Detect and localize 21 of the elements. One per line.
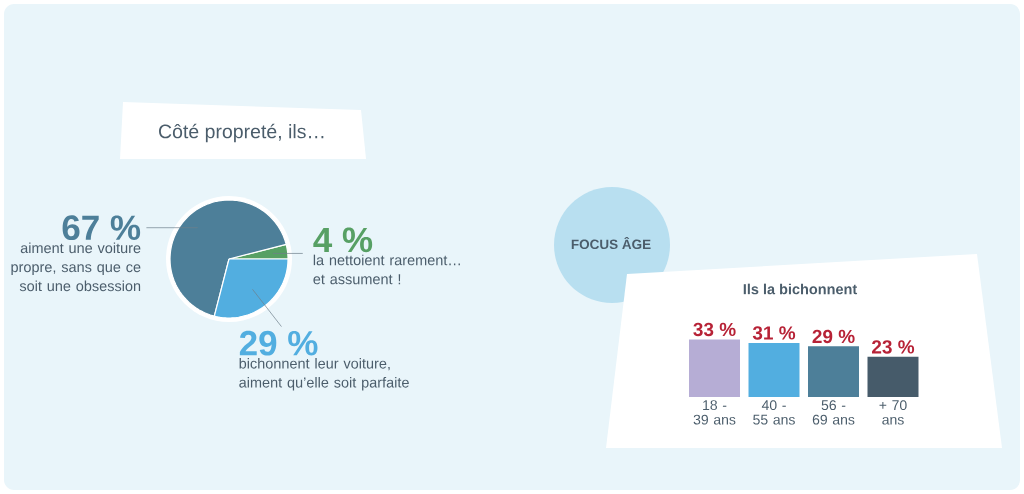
slice-label: bichonnent leur voiture, aiment qu’elle soit parfaite <box>239 357 409 391</box>
data-label: 4 % <box>313 227 373 253</box>
data-label: 67 % <box>62 215 141 241</box>
x-tick-label: 56 - 69 ans <box>812 400 855 425</box>
bar <box>689 339 740 397</box>
bar <box>867 356 919 397</box>
chart-title: FOCUS ÂGE <box>571 236 651 250</box>
slice-label: aiment une voiture propre, sans que ce soit une obsession <box>11 242 141 292</box>
bar <box>808 346 859 397</box>
slice-label: la nettoient rarement… et assument ! <box>313 254 460 285</box>
data-label: 31 % <box>752 326 796 340</box>
data-label: 23 % <box>872 340 915 354</box>
data-label: 29 % <box>239 330 318 356</box>
chart-title: Côté propreté, ils… <box>159 123 324 143</box>
x-tick-label: 18 - 39 ans <box>693 400 736 425</box>
chart-subtitle: Ils la bichonnent <box>743 283 858 295</box>
x-tick-label: 40 - 55 ans <box>753 400 795 425</box>
x-tick-label: + 70 ans <box>879 400 907 425</box>
data-label: 33 % <box>693 322 736 337</box>
data-label: 29 % <box>812 329 855 344</box>
bar <box>748 342 800 397</box>
